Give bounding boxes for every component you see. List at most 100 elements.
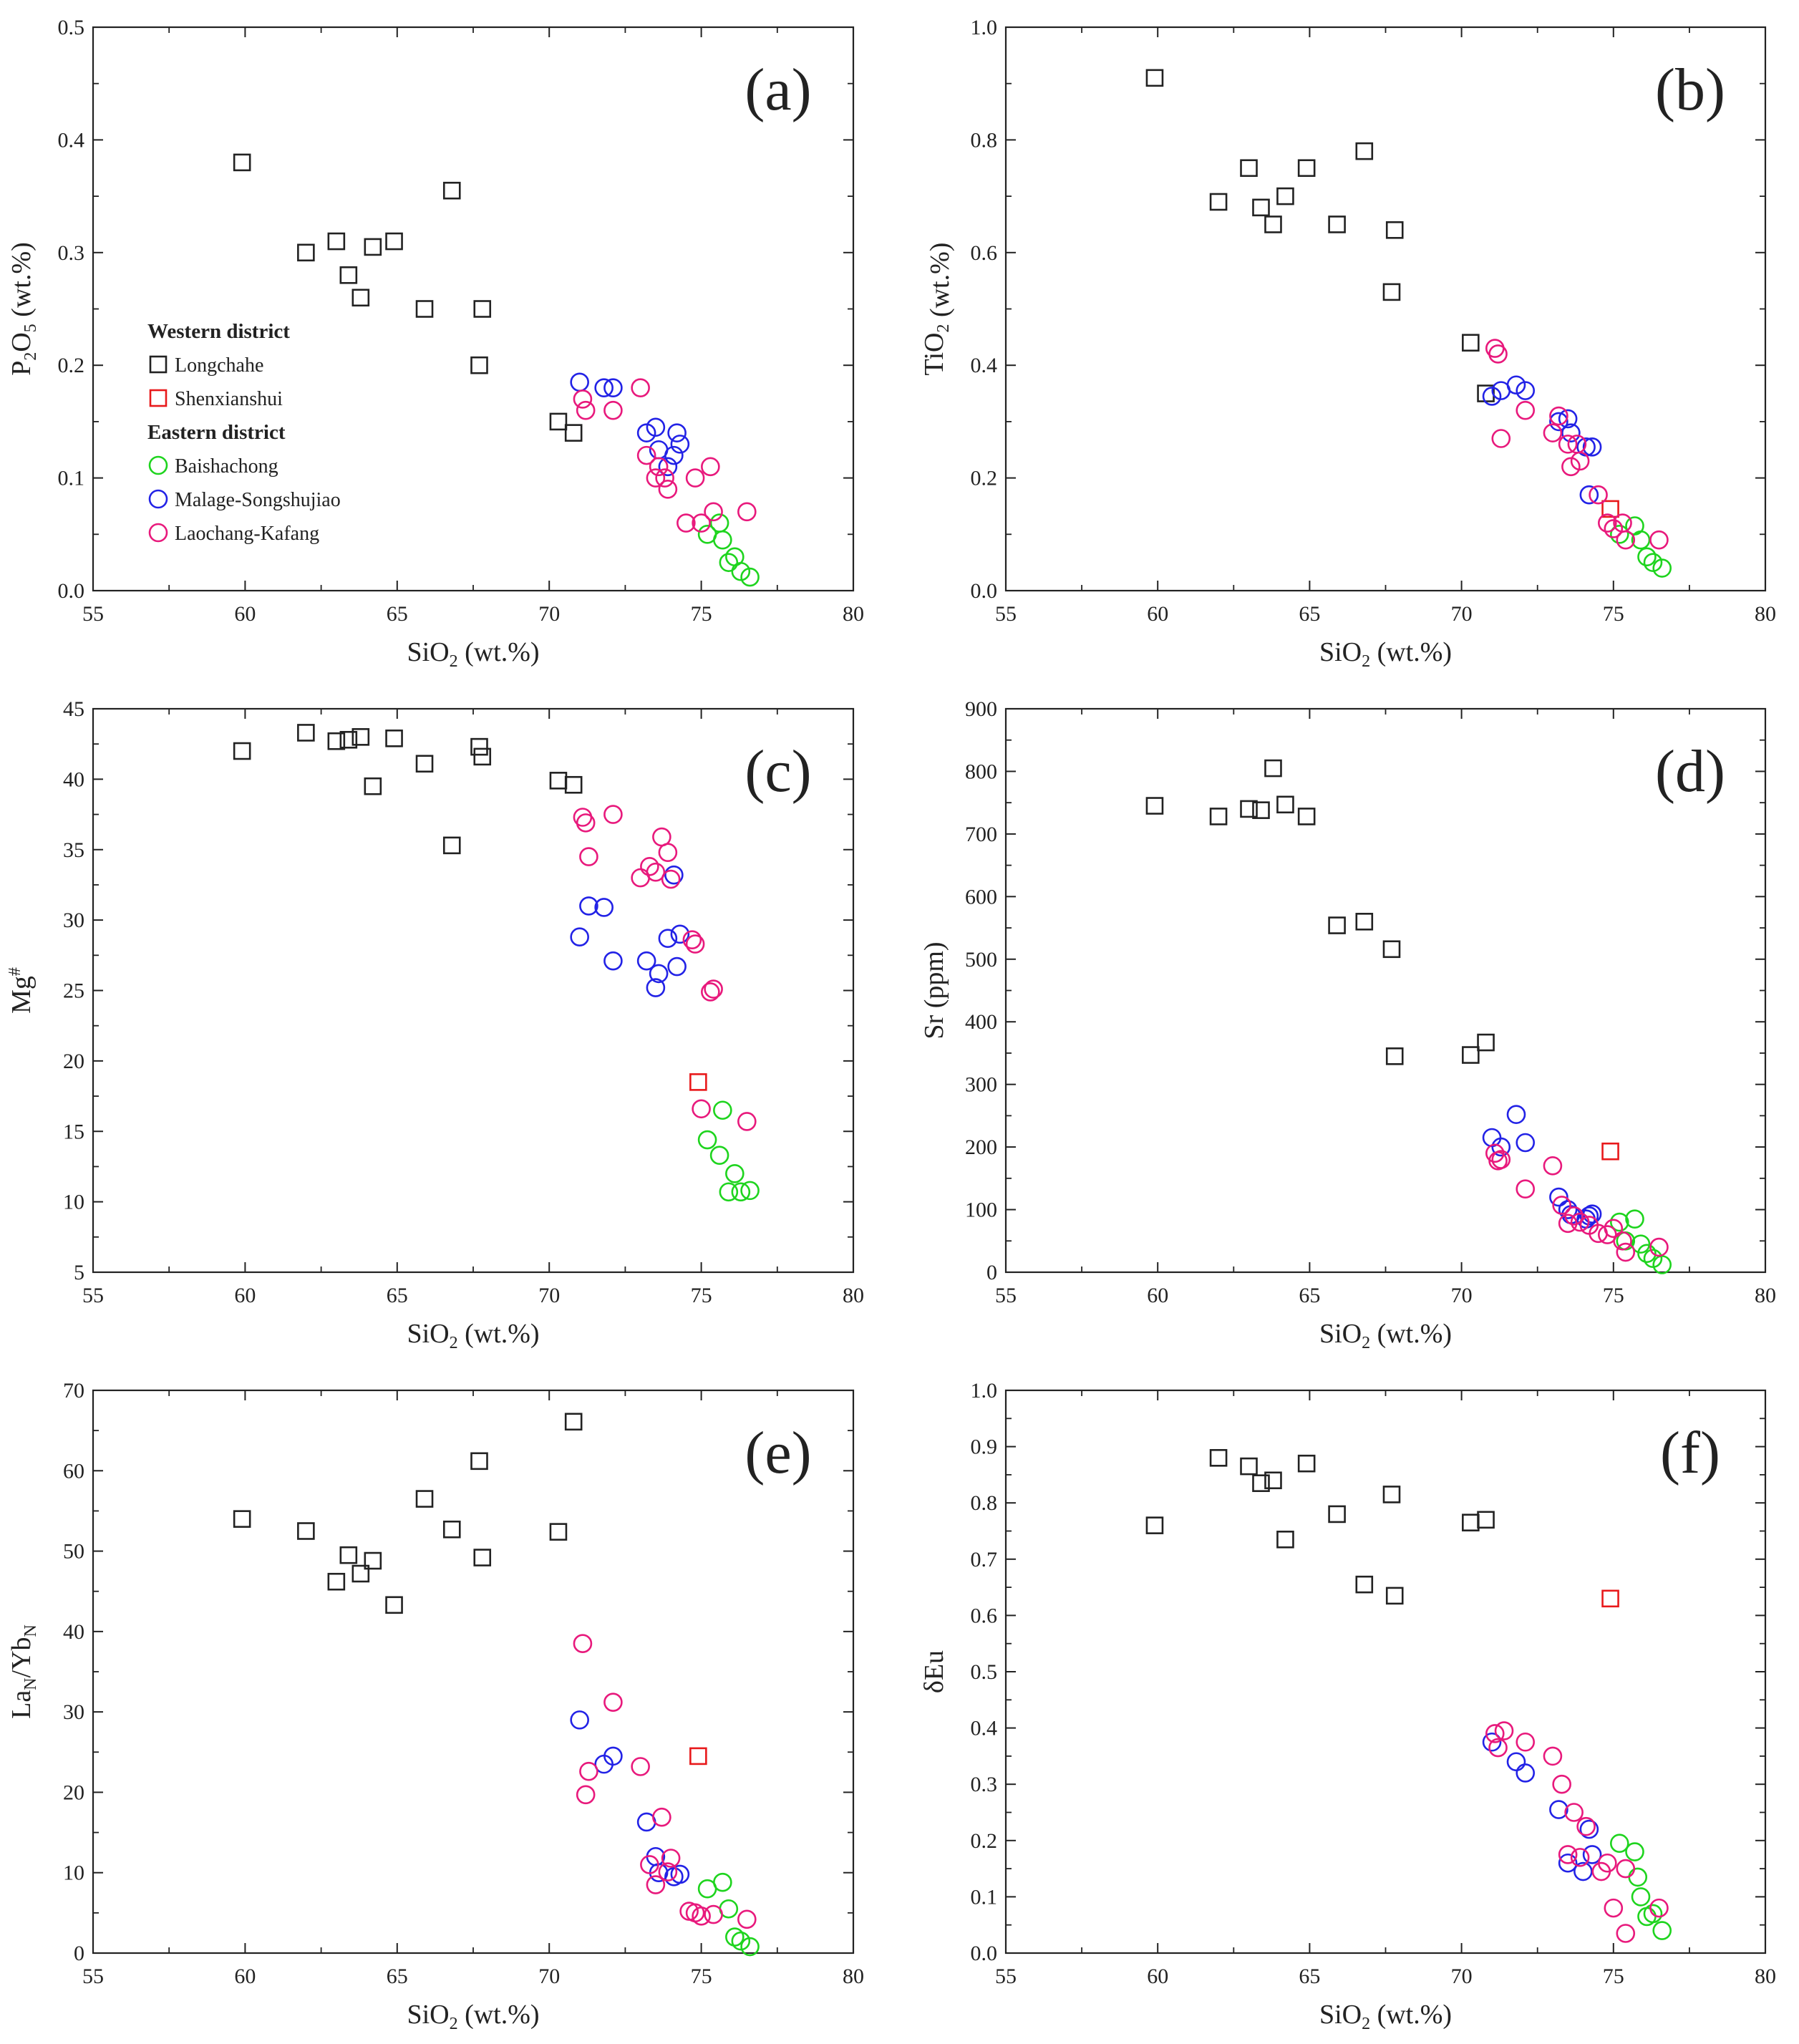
point-longchahe: [233, 1510, 251, 1528]
point-laochang-kafang: [1488, 1738, 1508, 1758]
point-malage-songshujiao: [636, 423, 656, 442]
panel-label: (b): [1655, 57, 1725, 123]
point-longchahe: [1328, 215, 1346, 233]
x-axis-title: SiO2 (wt.%): [1319, 2000, 1452, 2033]
point-longchahe: [1328, 916, 1346, 934]
point-malage-songshujiao: [1573, 1861, 1593, 1881]
point-malage-songshujiao: [594, 898, 614, 917]
point-longchahe: [385, 1596, 403, 1614]
legend-entry-label: Malage-Songshujiao: [175, 489, 341, 511]
point-baishachong: [1637, 547, 1657, 567]
point-laochang-kafang: [701, 982, 720, 1002]
plot-frame: [1004, 26, 1767, 592]
point-laochang-kafang: [1598, 513, 1617, 533]
plot-frame: [1004, 707, 1767, 1274]
point-laochang-kafang: [1570, 1848, 1590, 1867]
y-tick-label: 0.2: [971, 467, 998, 490]
point-malage-songshujiao: [667, 423, 687, 442]
y-tick-label: 0.5: [58, 16, 85, 39]
y-tick-label: 200: [965, 1135, 997, 1159]
point-laochang-kafang: [677, 513, 696, 533]
point-baishachong: [1637, 1244, 1657, 1264]
y-tick-label: 0.3: [58, 241, 85, 265]
point-laochang-kafang: [1649, 530, 1669, 550]
y-tick-label: 1.0: [971, 1379, 998, 1403]
point-laochang-kafang: [1616, 1924, 1636, 1943]
point-laochang-kafang: [1558, 435, 1578, 454]
y-tick-label: 0.1: [971, 1885, 998, 1909]
y-tick-label: 400: [965, 1010, 997, 1034]
x-tick-label: 75: [1603, 1965, 1624, 1988]
point-laochang-kafang: [576, 400, 596, 420]
point-longchahe: [564, 424, 583, 442]
plot-frame: [92, 707, 855, 1274]
point-longchahe: [1264, 759, 1282, 778]
point-malage-songshujiao: [1579, 1819, 1599, 1839]
plot-frame: [92, 1389, 855, 1955]
y-tick-label: 0.1: [58, 467, 85, 490]
point-shenxianshui: [689, 1073, 707, 1091]
point-laochang-kafang: [682, 930, 702, 949]
point-laochang-kafang: [1598, 1853, 1617, 1873]
point-laochang-kafang: [1564, 1206, 1584, 1226]
point-longchahe: [233, 153, 251, 172]
panel-c: 55 60 65 70 75 80 5 10 15 20 25 30 35 40 45 SiO2 (wt.%)…: [6, 697, 864, 1352]
point-longchahe: [339, 1546, 358, 1564]
point-longchahe: [1297, 1454, 1316, 1473]
x-tick-label: 65: [387, 602, 408, 626]
plot-frame: [1004, 1389, 1767, 1955]
point-longchahe: [470, 1452, 488, 1471]
y-tick-label: 5: [74, 1261, 84, 1284]
point-longchahe: [1382, 283, 1401, 301]
point-baishachong: [1625, 1842, 1644, 1861]
point-malage-songshujiao: [658, 457, 678, 477]
point-longchahe: [1462, 1046, 1480, 1064]
point-longchahe: [1382, 1486, 1401, 1503]
point-laochang-kafang: [1604, 519, 1624, 538]
y-tick-label: 0.7: [971, 1548, 998, 1571]
point-longchahe: [297, 1522, 315, 1540]
y-tick-label: 0.0: [971, 1942, 998, 1965]
point-longchahe: [351, 1564, 370, 1583]
y-tick-label: 0.0: [58, 579, 85, 603]
point-longchahe: [351, 289, 370, 307]
y-tick-label: 300: [965, 1073, 997, 1097]
x-tick-label: 70: [1451, 602, 1473, 626]
legend: Western district Eastern district Longchah…: [147, 320, 341, 545]
y-tick-label: 0.6: [971, 241, 998, 265]
y-tick-label: 0.4: [971, 354, 998, 377]
point-baishachong: [1643, 553, 1663, 572]
panel-f: 55 60 65 70 75 80 0.0 0.1 0.2 0.3 0.4 0.5 0.6 0.7 0.8 0…: [919, 1379, 1776, 2033]
point-longchahe: [473, 1549, 492, 1566]
x-axis-title: SiO2 (wt.%): [407, 637, 539, 671]
x-tick-label: 80: [843, 602, 864, 626]
panel-label: (c): [745, 738, 811, 805]
point-laochang-kafang: [658, 1862, 678, 1881]
point-baishachong: [719, 1182, 739, 1202]
point-laochang-kafang: [640, 857, 659, 876]
x-tick-label: 55: [82, 602, 104, 626]
point-baishachong: [725, 1163, 745, 1183]
x-tick-label: 65: [1299, 1965, 1320, 1988]
point-laochang-kafang: [658, 480, 678, 499]
y-axis-title: Sr (ppm): [919, 941, 949, 1039]
y-tick-label: 0.6: [971, 1604, 998, 1627]
legend-heading-western: Western district: [147, 320, 290, 343]
panel-label: (f): [1660, 1420, 1720, 1486]
y-tick-label: 40: [63, 767, 84, 791]
point-longchahe: [364, 777, 382, 795]
x-tick-label: 75: [1603, 1284, 1624, 1307]
point-longchahe: [1382, 940, 1401, 959]
point-laochang-kafang: [704, 1904, 723, 1924]
x-axis-title: SiO2 (wt.%): [407, 1319, 539, 1352]
point-laochang-kafang: [652, 1807, 671, 1827]
point-longchahe: [1477, 1033, 1495, 1052]
x-tick-label: 60: [1147, 1284, 1168, 1307]
point-laochang-kafang: [1561, 457, 1581, 477]
y-tick-label: 0.8: [971, 128, 998, 152]
y-tick-label: 700: [965, 823, 997, 846]
point-malage-songshujiao: [1482, 1732, 1502, 1752]
point-laochang-kafang: [701, 457, 720, 477]
point-malage-songshujiao: [1558, 409, 1578, 429]
y-axis-title: δEu: [919, 1650, 949, 1693]
